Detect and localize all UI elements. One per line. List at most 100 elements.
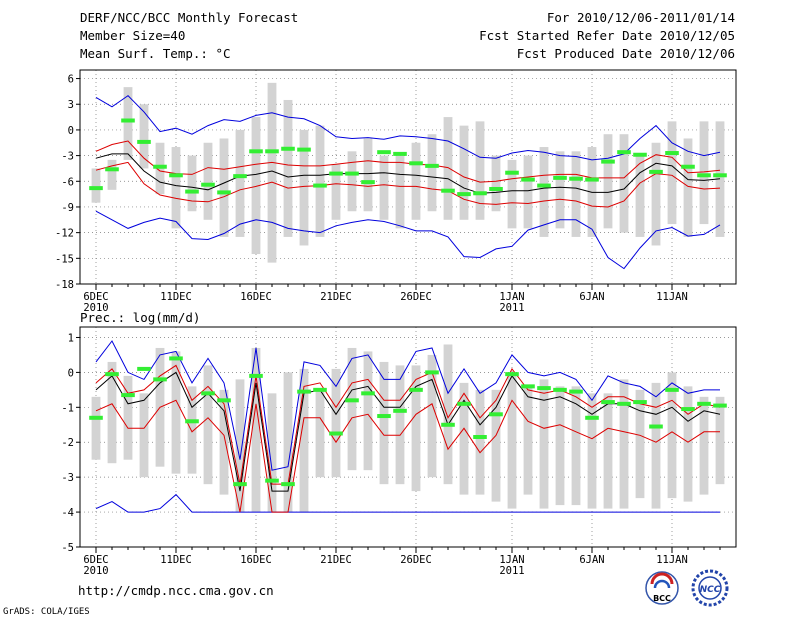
prec-observed-marker xyxy=(665,387,679,392)
temp-box xyxy=(459,125,469,220)
prec-xtick-label: 16DEC xyxy=(240,554,272,566)
temp-xtick-label: 1JAN xyxy=(499,291,524,303)
temp-observed-marker xyxy=(713,173,727,178)
prec-xtick-year-label: 2010 xyxy=(83,565,108,577)
temp-box xyxy=(523,155,533,229)
temp-box xyxy=(395,155,405,229)
prec-box xyxy=(651,382,661,509)
prec-ytick-label: -2 xyxy=(61,437,74,449)
temp-box xyxy=(283,99,293,237)
temp-observed-marker xyxy=(121,118,135,123)
prec-observed-marker xyxy=(361,391,375,396)
prec-observed-marker xyxy=(281,482,295,487)
prec-box xyxy=(491,389,501,502)
prec-xtick-label: 21DEC xyxy=(320,554,352,566)
prec-box xyxy=(411,365,421,492)
prec-box xyxy=(523,386,533,495)
temp-observed-marker xyxy=(473,191,487,196)
prec-observed-marker xyxy=(249,373,263,378)
temp-extreme-high-line xyxy=(95,95,721,161)
temp-xtick-label: 6DEC xyxy=(83,291,108,303)
temp-observed-marker xyxy=(681,164,695,169)
prec-observed-marker xyxy=(457,401,471,406)
prec-box xyxy=(299,368,309,513)
temp-box xyxy=(571,151,581,237)
prec-observed-marker xyxy=(537,386,551,391)
prec-box xyxy=(635,389,645,499)
temp-xtick-label: 11DEC xyxy=(160,291,192,303)
prec-box xyxy=(683,386,693,502)
temp-spread-high-line xyxy=(95,140,721,183)
prec-observed-marker xyxy=(265,478,279,483)
temp-box xyxy=(683,138,693,237)
temp-observed-marker xyxy=(649,169,663,174)
prec-box xyxy=(363,351,373,471)
temp-box xyxy=(651,142,661,246)
prec-ytick-label: -3 xyxy=(61,472,74,484)
temp-extreme-low-line xyxy=(95,210,721,270)
temp-observed-marker xyxy=(553,175,567,180)
chart-title: DERF/NCC/BCC Monthly Forecast xyxy=(80,10,298,25)
prec-box xyxy=(427,354,437,478)
prec-observed-marker xyxy=(377,414,391,419)
start-date-label: Fcst Started Refer Date 2010/12/05 xyxy=(479,28,735,43)
temp-observed-marker xyxy=(297,147,311,152)
prec-observed-marker xyxy=(409,387,423,392)
temp-observed-marker xyxy=(137,139,151,144)
temp-observed-marker xyxy=(265,149,279,154)
ncc-logo: NCC xyxy=(691,569,729,607)
temp-observed-marker xyxy=(505,170,519,175)
prec-box xyxy=(251,347,261,513)
prec-box xyxy=(315,389,325,478)
temp-observed-marker xyxy=(361,180,375,185)
temp-ytick-label: -12 xyxy=(55,228,74,240)
prec-observed-marker xyxy=(553,387,567,392)
temp-observed-marker xyxy=(441,188,455,193)
prec-spread-low-line xyxy=(95,399,720,513)
temp-observed-marker xyxy=(457,192,471,197)
prec-observed-marker xyxy=(393,408,407,413)
prec-observed-marker xyxy=(473,435,487,439)
temp-plot-frame xyxy=(79,69,737,285)
prec-observed-marker xyxy=(649,424,663,429)
prec-ytick-label: -1 xyxy=(61,402,74,414)
prec-observed-marker xyxy=(505,372,519,377)
temp-observed-marker xyxy=(201,182,215,187)
temp-xtick-label: 6JAN xyxy=(579,291,604,303)
temp-observed-marker xyxy=(89,186,103,191)
prec-box xyxy=(235,379,245,513)
temp-box xyxy=(539,147,549,237)
prec-observed-marker xyxy=(297,389,311,394)
grads-credit: GrADS: COLA/IGES xyxy=(3,607,90,617)
temp-ytick-label: -6 xyxy=(61,176,74,188)
temp-ytick-label: -15 xyxy=(55,253,74,265)
temp-observed-marker xyxy=(233,174,247,179)
prec-observed-marker xyxy=(345,398,359,403)
temp-box xyxy=(347,151,357,212)
prec-box xyxy=(475,389,485,495)
prec-box xyxy=(395,365,405,485)
prec-box xyxy=(139,393,149,478)
temp-xtick-year-label: 2010 xyxy=(83,302,108,314)
temp-observed-marker xyxy=(153,164,167,169)
temp-observed-marker xyxy=(617,150,631,155)
temp-box xyxy=(171,147,181,229)
prec-observed-marker xyxy=(489,412,503,417)
prec-box xyxy=(587,393,597,509)
prec-xtick-label: 6JAN xyxy=(579,554,604,566)
prec-ytick-label: 1 xyxy=(68,332,74,344)
temp-box xyxy=(107,159,117,190)
prec-observed-marker xyxy=(169,356,183,361)
temp-observed-marker xyxy=(633,152,647,157)
source-url: http://cmdp.ncc.cma.gov.cn xyxy=(78,583,274,598)
temp-observed-marker xyxy=(521,177,535,182)
temp-box xyxy=(251,117,261,255)
prec-observed-marker xyxy=(105,372,119,377)
prec-box xyxy=(507,375,517,509)
temp-spread-low-line xyxy=(95,161,721,208)
prec-box xyxy=(715,396,725,485)
prec-observed-marker xyxy=(121,393,135,398)
prec-box xyxy=(187,386,197,474)
